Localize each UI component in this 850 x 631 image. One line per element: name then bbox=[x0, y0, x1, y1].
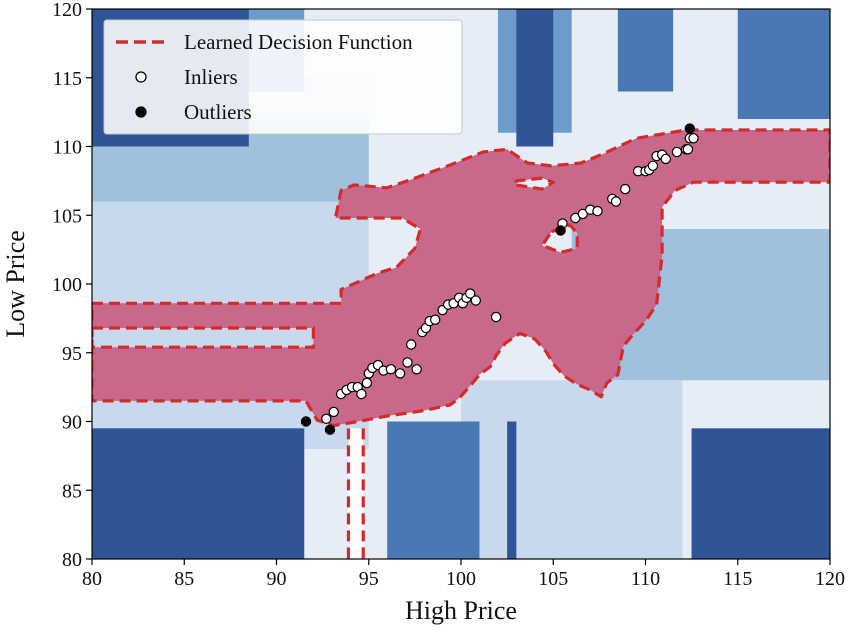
x-axis: 80 85 90 95 100 105 110 115 120 bbox=[82, 559, 845, 590]
inlier-point-37 bbox=[620, 183, 631, 195]
legend-outliers-marker bbox=[135, 106, 147, 118]
contour-band-14 bbox=[387, 421, 480, 559]
x-tick-label-120: 120 bbox=[815, 568, 845, 590]
inlier-point-1 bbox=[328, 406, 339, 418]
y-tick-label-120: 120 bbox=[52, 0, 82, 21]
data-points bbox=[300, 123, 699, 435]
legend-inliers-label: Inliers bbox=[184, 65, 238, 89]
y-tick-label-115: 115 bbox=[53, 68, 82, 90]
inlier-point-49 bbox=[682, 144, 694, 155]
x-tick-label-105: 105 bbox=[538, 568, 568, 590]
x-tick-label-95: 95 bbox=[359, 568, 379, 590]
inlier-point-28 bbox=[470, 295, 481, 306]
y-axis-label: Low Price bbox=[1, 230, 30, 338]
y-tick-label-110: 110 bbox=[53, 137, 82, 159]
y-tick-label-105: 105 bbox=[52, 205, 82, 227]
x-axis-label: High Price bbox=[405, 596, 517, 625]
x-tick-label-110: 110 bbox=[631, 568, 660, 590]
contour-band-13 bbox=[617, 9, 674, 92]
inlier-point-16 bbox=[411, 364, 422, 375]
outlier-point-2 bbox=[555, 225, 566, 236]
inlier-point-12 bbox=[385, 364, 397, 375]
legend: Learned Decision Function Inliers Outlie… bbox=[103, 19, 463, 135]
inlier-point-15 bbox=[406, 339, 417, 350]
contour-band-15 bbox=[507, 421, 517, 559]
x-tick-label-100: 100 bbox=[446, 568, 476, 590]
inlier-point-34 bbox=[592, 205, 603, 217]
y-tick-label-90: 90 bbox=[62, 412, 82, 434]
x-tick-label-85: 85 bbox=[174, 568, 194, 590]
inlier-point-7 bbox=[361, 377, 373, 389]
outlier-point-1 bbox=[324, 424, 336, 435]
x-tick-label-90: 90 bbox=[267, 568, 287, 590]
inlier-point-29 bbox=[490, 311, 502, 323]
inlier-point-36 bbox=[610, 196, 622, 207]
x-tick-label-115: 115 bbox=[723, 568, 752, 590]
y-tick-label-100: 100 bbox=[52, 274, 82, 296]
inlier-point-45 bbox=[671, 146, 683, 158]
contour-band-8 bbox=[92, 428, 305, 559]
contour-band-9 bbox=[691, 428, 830, 559]
inlier-region bbox=[92, 128, 830, 559]
outlier-point-3 bbox=[684, 123, 696, 134]
inlier-point-0 bbox=[321, 413, 332, 424]
inlier-point-13 bbox=[394, 368, 406, 379]
inlier-point-48 bbox=[688, 133, 699, 144]
legend-box bbox=[103, 19, 463, 135]
inlier-point-44 bbox=[660, 153, 672, 165]
inlier-point-20 bbox=[430, 314, 441, 325]
outlier-point-0 bbox=[300, 416, 312, 427]
y-tick-label-80: 80 bbox=[62, 549, 82, 571]
contour-band-16 bbox=[737, 9, 830, 119]
y-tick-label-85: 85 bbox=[62, 480, 82, 502]
inlier-point-41 bbox=[647, 160, 659, 171]
contour-band-4 bbox=[461, 380, 683, 559]
y-axis: 80 85 90 95 100 105 110 115 120 bbox=[52, 0, 92, 571]
legend-inliers-marker bbox=[135, 71, 147, 83]
decision-boundary-tail-fill bbox=[348, 428, 364, 559]
legend-outliers-label: Outliers bbox=[184, 100, 252, 124]
inlier-point-14 bbox=[402, 357, 413, 368]
contour-band-12 bbox=[516, 9, 554, 147]
inlier-point-6 bbox=[356, 388, 367, 400]
decision-boundary bbox=[92, 128, 830, 428]
x-tick-label-80: 80 bbox=[82, 568, 102, 590]
inlier-point-27 bbox=[465, 288, 476, 299]
legend-decision-function-label: Learned Decision Function bbox=[184, 30, 413, 54]
y-tick-label-95: 95 bbox=[62, 343, 82, 365]
